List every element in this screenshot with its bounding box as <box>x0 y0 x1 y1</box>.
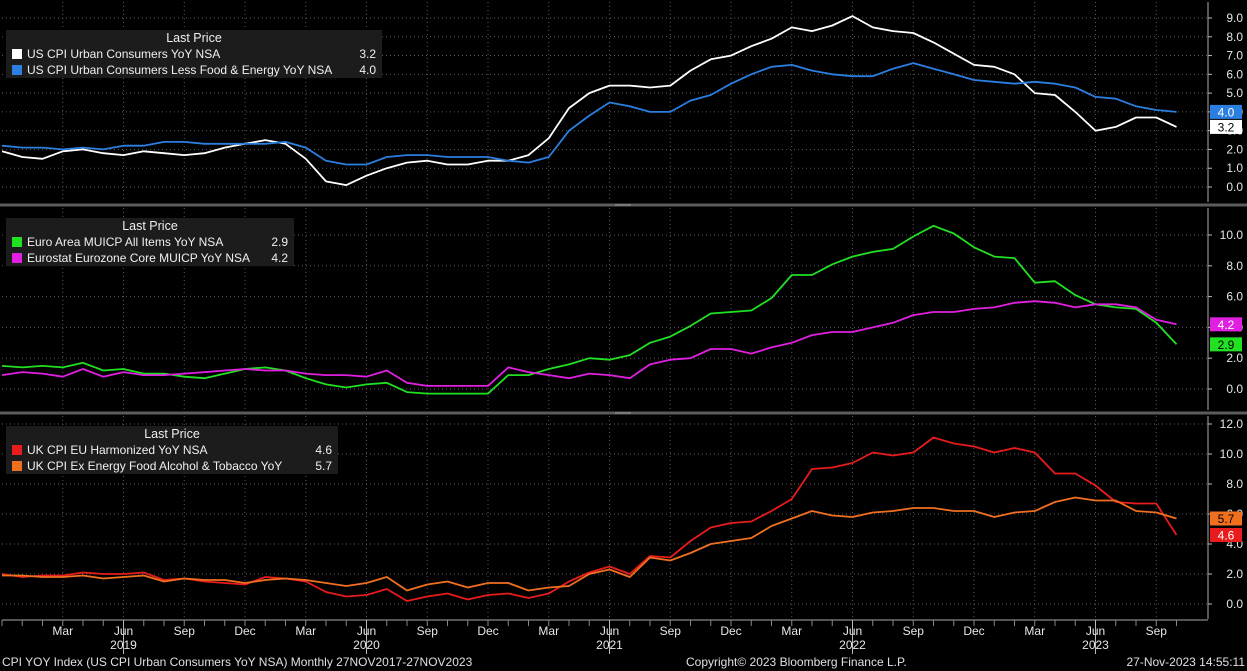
last-value-tag-label: 4.6 <box>1218 529 1235 543</box>
x-tick-label-month: Sep <box>174 624 196 638</box>
y-tick-label: 7.0 <box>1226 49 1243 63</box>
footer-timestamp: 27-Nov-2023 14:55:11 <box>1126 655 1245 669</box>
legend-swatch <box>12 237 22 247</box>
x-tick-label-year: 2020 <box>353 638 380 652</box>
legend-entry-euro-hicp: Euro Area MUICP All Items YoY NSA 2.9 <box>6 234 294 250</box>
last-value-tag <box>1210 511 1242 526</box>
y-tick-label: 6.0 <box>1226 290 1243 304</box>
y-tick-label: 0.0 <box>1226 597 1243 611</box>
last-value-tag-label: 4.2 <box>1218 318 1235 332</box>
y-tick-label: 10.0 <box>1220 228 1244 242</box>
x-tick-label-month: Mar <box>1024 624 1045 638</box>
y-tick-label: 2.0 <box>1226 567 1243 581</box>
legend-value: 3.2 <box>359 47 376 61</box>
x-tick-label-month: Dec <box>234 624 255 638</box>
legend-panel-euro: Last Price Euro Area MUICP All Items YoY… <box>6 218 294 266</box>
legend-entry-us-core-cpi: US CPI Urban Consumers Less Food & Energ… <box>6 62 382 78</box>
last-value-tag-label: 2.9 <box>1218 338 1235 352</box>
legend-entry-us-cpi: US CPI Urban Consumers YoY NSA 3.2 <box>6 46 382 62</box>
chart-canvas: 0.01.02.03.04.05.06.07.08.09.04.03.20.02… <box>0 2 1247 654</box>
x-tick-label-month: Sep <box>660 624 682 638</box>
footer-security-description: CPI YOY Index (US CPI Urban Consumers Yo… <box>2 655 473 669</box>
legend-header: Last Price <box>122 219 178 233</box>
y-tick-label: 2.0 <box>1226 351 1243 365</box>
legend-label: Euro Area MUICP All Items YoY NSA <box>27 235 224 249</box>
legend-value: 4.2 <box>271 251 288 265</box>
footer-copyright: Copyright© 2023 Bloomberg Finance L.P. <box>686 655 907 669</box>
x-tick-label-month: Mar <box>295 624 316 638</box>
x-tick-label-month: Jun <box>600 624 619 638</box>
legend-value: 5.7 <box>315 459 332 473</box>
footer-bar: CPI YOY Index (US CPI Urban Consumers Yo… <box>0 654 1247 671</box>
series-line-1-0 <box>1 224 1178 395</box>
legend-header: Last Price <box>166 31 222 45</box>
x-tick-label-month: Dec <box>963 624 984 638</box>
y-tick-label: 0.0 <box>1226 382 1243 396</box>
y-tick-label: 0.0 <box>1226 180 1243 194</box>
last-value-tag <box>1210 337 1242 352</box>
y-tick-label: 8.0 <box>1226 259 1243 273</box>
x-tick-label-month: Mar <box>538 624 559 638</box>
last-value-tag-label: 5.7 <box>1218 512 1235 526</box>
legend-label: Eurostat Eurozone Core MUICP YoY NSA <box>27 251 251 265</box>
x-tick-label-year: 2019 <box>110 638 137 652</box>
y-tick-label: 12.0 <box>1220 417 1244 431</box>
series-line-1-1 <box>1 300 1177 387</box>
legend-value: 4.0 <box>359 63 376 77</box>
x-tick-label-month: Sep <box>417 624 439 638</box>
last-value-tag-label: 3.2 <box>1218 120 1235 134</box>
legend-entry-uk-hicp: UK CPI EU Harmonized YoY NSA 4.6 <box>6 442 338 458</box>
series-line-2-1 <box>2 496 1177 592</box>
legend-swatch <box>12 445 22 455</box>
y-tick-label: 5.0 <box>1226 86 1243 100</box>
last-value-tag-label: 4.0 <box>1218 105 1235 119</box>
x-tick-label-month: Jun <box>357 624 376 638</box>
legend-header: Last Price <box>144 427 200 441</box>
y-tick-label: 2.0 <box>1226 142 1243 156</box>
x-tick-label-month: Sep <box>903 624 925 638</box>
legend-swatch <box>12 253 22 263</box>
legend-label: US CPI Urban Consumers YoY NSA <box>27 47 221 61</box>
legend-panel-us: Last Price US CPI Urban Consumers YoY NS… <box>6 30 382 78</box>
x-tick-label-month: Jun <box>843 624 862 638</box>
legend-swatch <box>12 65 22 75</box>
x-tick-label-month: Dec <box>477 624 498 638</box>
legend-label: US CPI Urban Consumers Less Food & Energ… <box>27 63 333 77</box>
x-tick-label-month: Jun <box>1086 624 1105 638</box>
x-tick-label-month: Mar <box>52 624 73 638</box>
legend-entry-euro-core: Eurostat Eurozone Core MUICP YoY NSA 4.2 <box>6 250 294 266</box>
x-tick-label-year: 2022 <box>839 638 866 652</box>
x-tick-label-year: 2023 <box>1082 638 1109 652</box>
series-line-0-1 <box>1 62 1177 166</box>
last-value-tag <box>1210 119 1242 134</box>
series-line-2-0 <box>1 436 1178 602</box>
x-tick-label-month: Sep <box>1146 624 1168 638</box>
legend-label: UK CPI EU Harmonized YoY NSA <box>27 443 208 457</box>
y-tick-label: 8.0 <box>1226 30 1243 44</box>
x-tick-label-year: 2021 <box>596 638 623 652</box>
y-tick-label: 6.0 <box>1226 67 1243 81</box>
x-tick-label-month: Dec <box>720 624 741 638</box>
last-value-tag <box>1210 104 1242 119</box>
y-tick-label: 9.0 <box>1226 11 1243 25</box>
legend-swatch <box>12 461 22 471</box>
legend-swatch <box>12 49 22 59</box>
y-tick-label: 1.0 <box>1226 161 1243 175</box>
last-value-tag <box>1210 528 1242 542</box>
y-tick-label: 8.0 <box>1226 477 1243 491</box>
y-tick-label: 10.0 <box>1220 447 1244 461</box>
legend-entry-uk-core: UK CPI Ex Energy Food Alcohol & Tobacco … <box>6 458 338 474</box>
legend-value: 4.6 <box>315 443 332 457</box>
series-line-0-0 <box>1 15 1177 187</box>
x-tick-label-month: Mar <box>781 624 802 638</box>
legend-value: 2.9 <box>271 235 288 249</box>
x-tick-label-month: Jun <box>114 624 133 638</box>
last-value-tag <box>1210 317 1242 332</box>
legend-panel-uk: Last Price UK CPI EU Harmonized YoY NSA … <box>6 426 338 474</box>
legend-label: UK CPI Ex Energy Food Alcohol & Tobacco … <box>27 459 283 473</box>
